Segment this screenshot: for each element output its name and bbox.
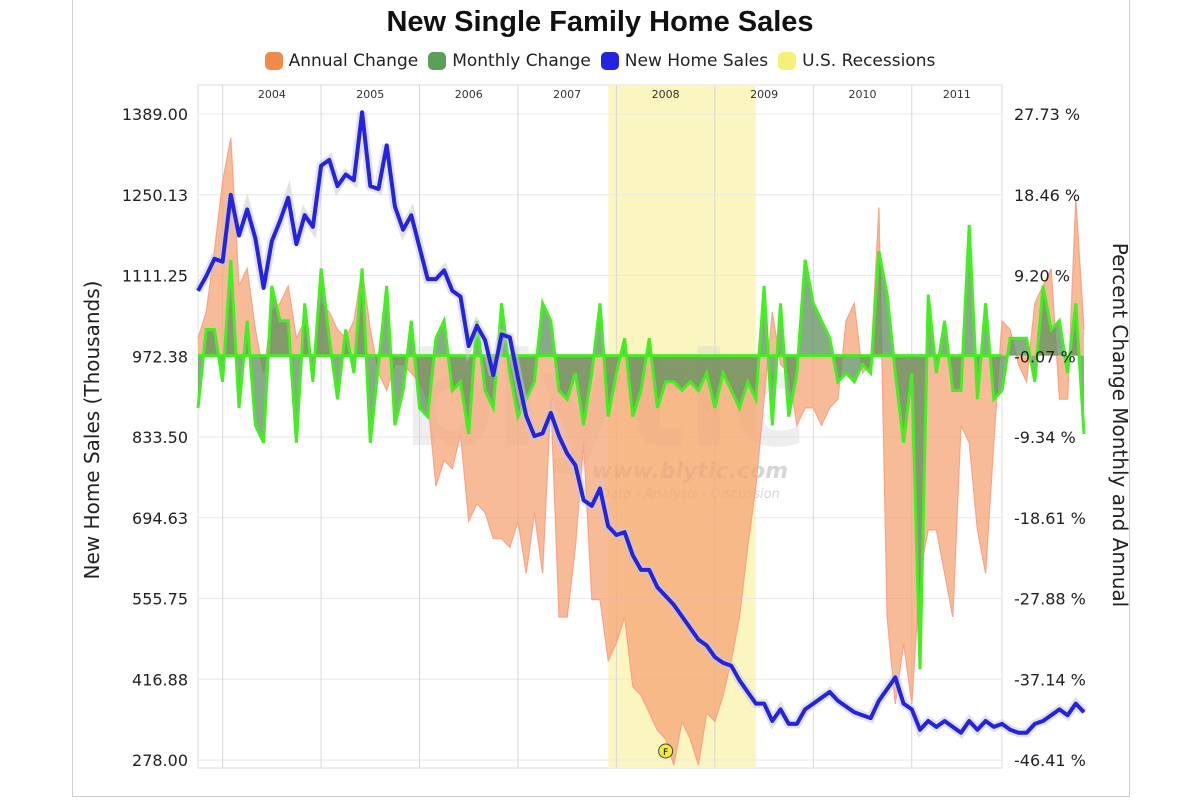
x-tick-label-2007: 2007: [553, 88, 581, 101]
y-right-tick-label: 9.20 %: [1014, 267, 1070, 286]
x-tick-label-2008: 2008: [652, 88, 680, 101]
y-left-tick-label: 1111.25: [122, 267, 188, 286]
legend: Annual Change Monthly Change New Home Sa…: [0, 51, 1200, 71]
y-right-tick-label: 18.46 %: [1014, 186, 1080, 205]
legend-item-recessions[interactable]: U.S. Recessions: [778, 51, 935, 71]
y-left-tick-label: 1250.13: [122, 186, 188, 205]
x-tick-label-2010: 2010: [849, 88, 877, 101]
y-left-tick-label: 833.50: [132, 428, 188, 447]
y-left-tick-label: 278.00: [132, 751, 188, 770]
legend-item-annual-change[interactable]: Annual Change: [264, 51, 419, 71]
legend-label-monthly: Monthly Change: [452, 51, 591, 71]
y-left-tick-label: 555.75: [132, 590, 188, 609]
legend-swatch-monthly: [428, 52, 447, 70]
x-tick-label-2006: 2006: [455, 88, 483, 101]
x-tick-label-2005: 2005: [356, 88, 384, 101]
y-left-tick-label: 972.38: [132, 347, 188, 366]
legend-label-recessions: U.S. Recessions: [802, 51, 936, 71]
legend-label-annual: Annual Change: [288, 51, 419, 71]
legend-item-new-home-sales[interactable]: New Home Sales: [600, 51, 769, 71]
y-left-tick-label: 416.88: [132, 670, 188, 689]
y-left-tick-label: 694.63: [132, 509, 188, 528]
y-right-tick-label: -46.41 %: [1014, 751, 1086, 770]
y-right-tick-label: -9.34 %: [1014, 428, 1076, 447]
y-right-tick-label: -37.14 %: [1014, 670, 1086, 689]
chart-frame: [72, 0, 1130, 797]
legend-item-monthly-change[interactable]: Monthly Change: [428, 51, 591, 71]
x-tick-label-2004: 2004: [258, 88, 286, 101]
chart-title: New Single Family Home Sales: [386, 6, 814, 38]
flag-marker-circle: [658, 743, 674, 759]
y-right-tick-label: -18.61 %: [1014, 509, 1086, 528]
y-right-tick-label: -0.07 %: [1014, 347, 1076, 366]
y-right-tick-label: -27.88 %: [1014, 590, 1086, 609]
legend-swatch-recessions: [778, 52, 797, 70]
flag-marker-label: F: [663, 748, 668, 758]
x-tick-label-2011: 2011: [943, 88, 971, 101]
legend-swatch-annual: [264, 52, 283, 70]
y-right-tick-label: 27.73 %: [1014, 105, 1080, 124]
legend-label-sales: New Home Sales: [624, 51, 769, 71]
x-tick-label-2009: 2009: [750, 88, 778, 101]
legend-swatch-sales: [600, 52, 619, 70]
annual-change-area: [198, 137, 1084, 766]
y-left-tick-label: 1389.00: [122, 105, 188, 124]
